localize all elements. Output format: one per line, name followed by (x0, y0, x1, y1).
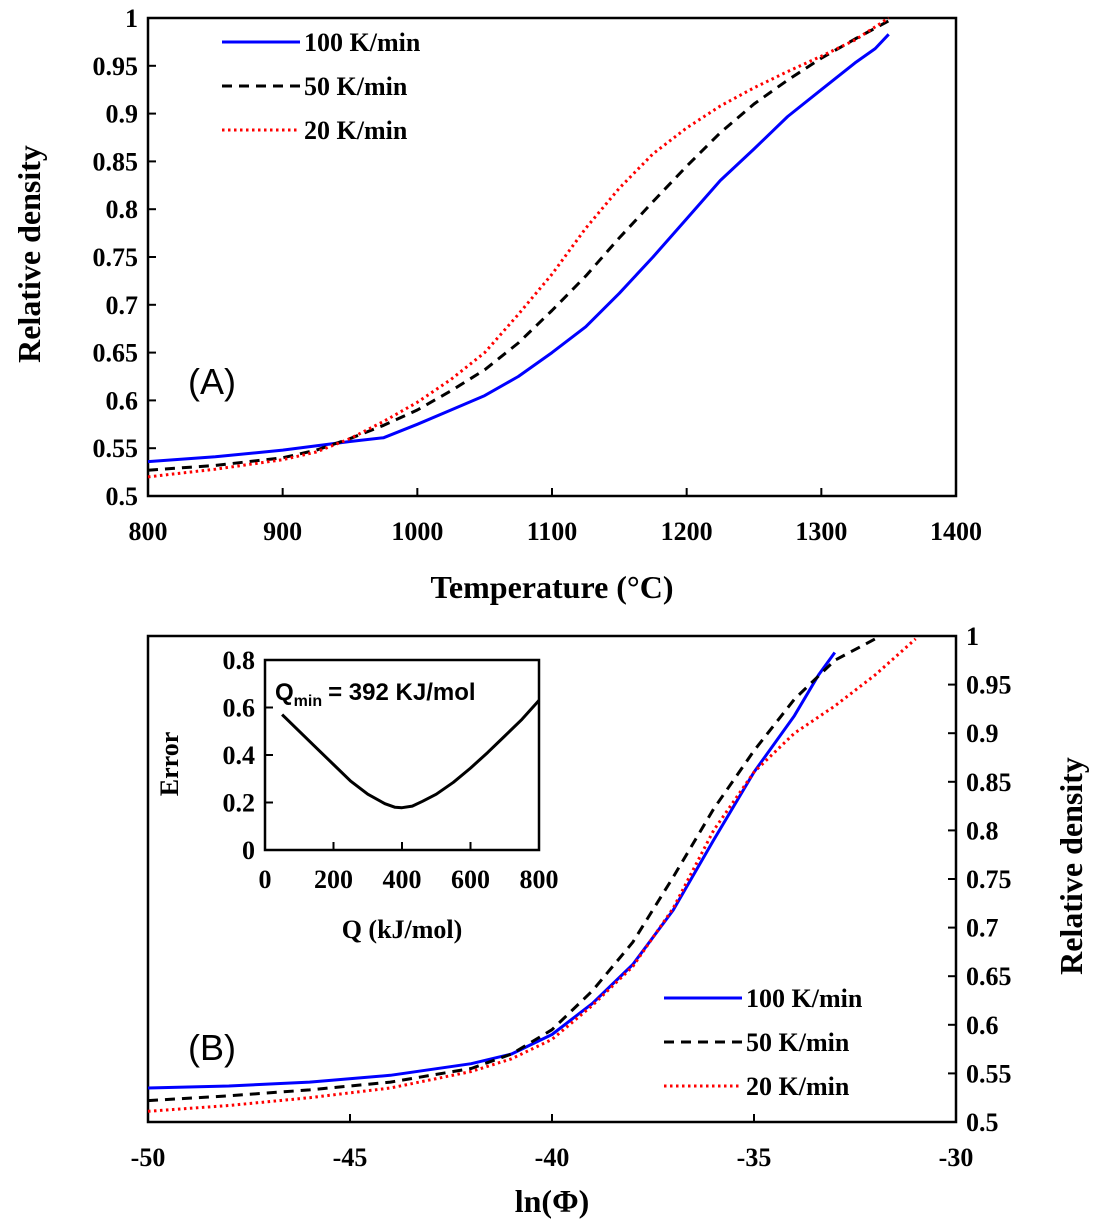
panel-a-y-tick-label: 0.75 (93, 243, 139, 272)
panel-b-legend-label-3: 20 K/min (746, 1072, 850, 1101)
panel-b-y-tick-label: 0.6 (966, 1011, 999, 1040)
inset-x-tick-label: 800 (520, 865, 559, 894)
panel-a-x-tick-label: 1200 (661, 517, 713, 546)
panel-a-y-tick-label: 0.9 (106, 100, 139, 129)
panel-b-y-tick-label: 0.55 (966, 1059, 1012, 1088)
panel-b-y-tick-label: 0.8 (966, 816, 999, 845)
panel-b-series-line-2 (147, 637, 876, 1103)
inset-x-tick-label: 400 (383, 865, 422, 894)
panel-b-y-tick-label: 0.85 (966, 768, 1012, 797)
panel-b-legend-label-2: 50 K/min (746, 1028, 850, 1057)
panel-a-series-line-3 (147, 16, 890, 479)
inset-annotation-symbol: Q (275, 679, 294, 706)
panel-b-y-ticks: 0.5 0.55 0.6 0.65 0.7 0.75 0.8 0.85 0.9 0.95 1 (948, 622, 1012, 1137)
panel-a-legend-label-1: 100 K/min (304, 28, 421, 57)
panel-b-x-axis-title: ln(Φ) (515, 1183, 590, 1219)
panel-a-y-tick-label: 1 (125, 4, 138, 33)
inset-series (281, 699, 541, 810)
panel-a-y-tick-label: 0.95 (93, 52, 139, 81)
panel-a-y-tick-label: 0.7 (106, 291, 139, 320)
panel-a-legend: 100 K/min 50 K/min 20 K/min (222, 28, 421, 145)
inset-y-tick-label: 0.4 (223, 741, 256, 770)
panel-a-plot-area (146, 16, 958, 498)
inset-y-tick-label: 0.2 (223, 789, 256, 818)
inset-annotation-value: = 392 KJ/mol (328, 679, 475, 706)
inset-chart: 0 200 400 600 800 0 0.2 0.4 0.6 0.8 Qmin = 392 KJ… (155, 646, 559, 944)
panel-b-y-tick-label: 1 (966, 622, 979, 651)
panel-b-x-tick-label: -30 (939, 1143, 974, 1172)
panel-a-y-tick-label: 0.55 (93, 434, 139, 463)
panel-a-y-ticks: 0.5 0.55 0.6 0.65 0.7 0.75 0.8 0.85 0.9 0.95 1 (93, 4, 156, 511)
panel-a-legend-label-2: 50 K/min (304, 72, 408, 101)
panel-a-x-tick-label: 1400 (930, 517, 982, 546)
panel-a-x-tick-label: 900 (263, 517, 302, 546)
inset-x-tick-label: 200 (314, 865, 353, 894)
panel-b-x-tick-label: -35 (737, 1143, 772, 1172)
panel-b-y-tick-label: 0.5 (966, 1108, 999, 1137)
panel-b-x-ticks: -50 -45 -40 -35 -30 (131, 1114, 974, 1172)
panel-b-series (147, 637, 917, 1113)
panel-a-y-tick-label: 0.6 (106, 386, 139, 415)
panel-b-x-tick-label: -40 (535, 1143, 570, 1172)
panel-a-x-tick-label: 1000 (391, 517, 443, 546)
panel-b-y-tick-label: 0.9 (966, 719, 999, 748)
panel-a-x-axis-title: Temperature (°C) (431, 569, 674, 605)
inset-y-axis-title: Error (155, 732, 184, 797)
panel-a-series-line-2 (147, 19, 890, 472)
inset-series-line-1 (281, 699, 541, 810)
panel-a-y-tick-label: 0.85 (93, 147, 139, 176)
panel-b-x-tick-label: -50 (131, 1143, 166, 1172)
inset-y-tick-label: 0 (242, 836, 255, 865)
panel-b-y-tick-label: 0.65 (966, 962, 1012, 991)
panel-a-label: (A) (188, 361, 236, 402)
inset-x-ticks: 0 200 400 600 800 (259, 842, 559, 894)
panel-b-y-axis-title: Relative density (1053, 757, 1089, 975)
inset-x-tick-label: 600 (451, 865, 490, 894)
panel-b-y-tick-label: 0.7 (966, 914, 999, 943)
panel-a: 800 900 1000 1100 1200 1300 1400 0.5 0.55 0.6 0.6… (11, 4, 982, 605)
inset-x-axis-title: Q (kJ/mol) (342, 915, 463, 944)
panel-a-legend-label-3: 20 K/min (304, 116, 408, 145)
inset-annotation-subscript: min (294, 693, 322, 710)
inset-y-tick-label: 0.6 (223, 694, 256, 723)
panel-b-series-line-3 (147, 637, 917, 1113)
panel-a-y-axis-title: Relative density (11, 145, 47, 363)
panel-b-y-tick-label: 0.75 (966, 865, 1012, 894)
inset-plot-area (263, 658, 541, 852)
panel-a-y-tick-label: 0.65 (93, 339, 139, 368)
panel-b-label: (B) (188, 1027, 236, 1068)
panel-b-series-line-1 (147, 651, 837, 1090)
panel-a-x-tick-label: 800 (129, 517, 168, 546)
panel-a-y-tick-label: 0.8 (106, 195, 139, 224)
inset-x-tick-label: 0 (259, 865, 272, 894)
panel-a-series (147, 16, 890, 479)
inset-y-tick-label: 0.8 (223, 646, 256, 675)
inset-annotation: Qmin = 392 KJ/mol (275, 679, 476, 710)
inset-y-ticks: 0 0.2 0.4 0.6 0.8 (223, 646, 273, 865)
panel-a-x-tick-label: 1300 (795, 517, 847, 546)
panel-a-y-tick-label: 0.5 (106, 482, 139, 511)
panel-b-y-tick-label: 0.95 (966, 671, 1012, 700)
panel-b: -50 -45 -40 -35 -30 0.5 0.55 0.6 0.65 0.7 0.75 0.8… (131, 622, 1089, 1219)
panel-a-x-ticks: 800 900 1000 1100 1200 1300 1400 (129, 488, 982, 546)
panel-b-legend: 100 K/min 50 K/min 20 K/min (664, 984, 863, 1101)
panel-b-x-tick-label: -45 (333, 1143, 368, 1172)
panel-a-series-line-1 (147, 33, 890, 464)
panel-b-legend-label-1: 100 K/min (746, 984, 863, 1013)
panel-a-x-tick-label: 1100 (527, 517, 578, 546)
